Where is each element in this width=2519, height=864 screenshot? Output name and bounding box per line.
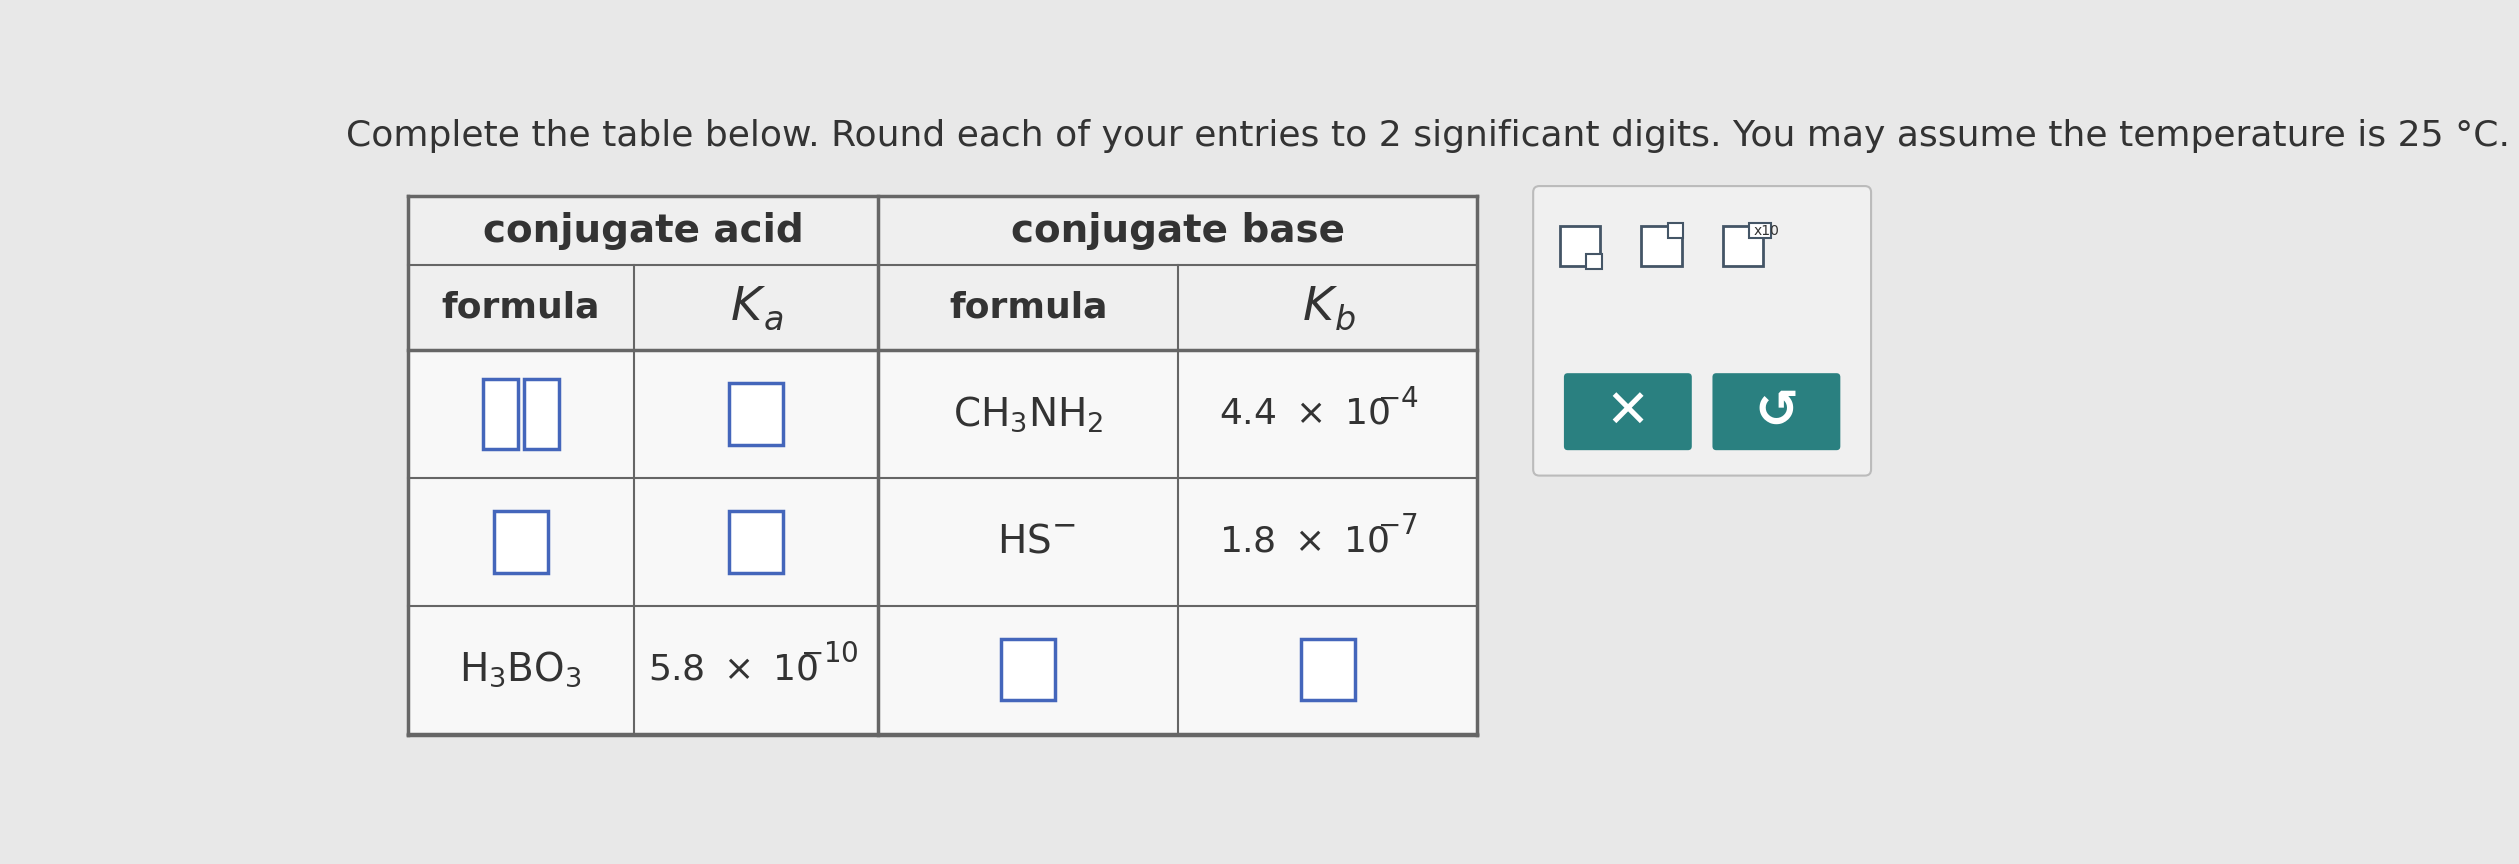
Bar xyxy=(484,379,519,448)
Text: $\mathrm{H_3BO_3}$: $\mathrm{H_3BO_3}$ xyxy=(458,650,582,689)
Bar xyxy=(728,384,783,445)
Text: $5.8\ \times\ 10$: $5.8\ \times\ 10$ xyxy=(647,652,819,687)
Text: formula: formula xyxy=(950,290,1108,325)
FancyBboxPatch shape xyxy=(1564,373,1693,450)
Bar xyxy=(524,379,559,448)
Bar xyxy=(1000,638,1055,701)
Bar xyxy=(1300,638,1355,701)
Text: $\mathit{a}$: $\mathit{a}$ xyxy=(763,303,783,337)
Text: ✕: ✕ xyxy=(1605,385,1650,438)
Text: Complete the table below. Round each of your entries to 2 significant digits. Yo: Complete the table below. Round each of … xyxy=(345,119,2509,153)
Text: $-7$: $-7$ xyxy=(1378,512,1418,540)
Text: $-4$: $-4$ xyxy=(1378,384,1418,413)
Bar xyxy=(1668,223,1683,238)
Text: $-10$: $-10$ xyxy=(801,640,859,668)
Text: $\mathit{K}$: $\mathit{K}$ xyxy=(731,285,766,330)
Text: x10: x10 xyxy=(1753,224,1778,238)
Text: $-$: $-$ xyxy=(1050,511,1076,539)
FancyBboxPatch shape xyxy=(1713,373,1841,450)
Text: $\mathit{K}$: $\mathit{K}$ xyxy=(1302,285,1338,330)
Bar xyxy=(1748,223,1771,238)
Text: $\mathrm{CH_3NH_2}$: $\mathrm{CH_3NH_2}$ xyxy=(952,394,1103,434)
Bar xyxy=(1642,226,1683,266)
Bar xyxy=(408,196,1476,735)
Bar xyxy=(494,511,549,573)
Bar xyxy=(1723,226,1763,266)
Text: $\mathit{b}$: $\mathit{b}$ xyxy=(1335,303,1355,337)
Text: conjugate base: conjugate base xyxy=(1010,212,1345,250)
FancyBboxPatch shape xyxy=(1534,186,1872,475)
Text: $4.4\ \times\ 10$: $4.4\ \times\ 10$ xyxy=(1219,397,1390,431)
Text: $1.8\ \times\ 10$: $1.8\ \times\ 10$ xyxy=(1219,524,1390,559)
Text: conjugate acid: conjugate acid xyxy=(484,212,804,250)
Text: formula: formula xyxy=(441,290,600,325)
Bar xyxy=(1587,254,1602,270)
Bar xyxy=(728,511,783,573)
Bar xyxy=(408,196,1476,265)
Bar xyxy=(1559,226,1600,266)
Text: ↺: ↺ xyxy=(1753,385,1799,438)
Bar xyxy=(408,265,1476,350)
Text: $\mathrm{HS}$: $\mathrm{HS}$ xyxy=(998,523,1050,561)
